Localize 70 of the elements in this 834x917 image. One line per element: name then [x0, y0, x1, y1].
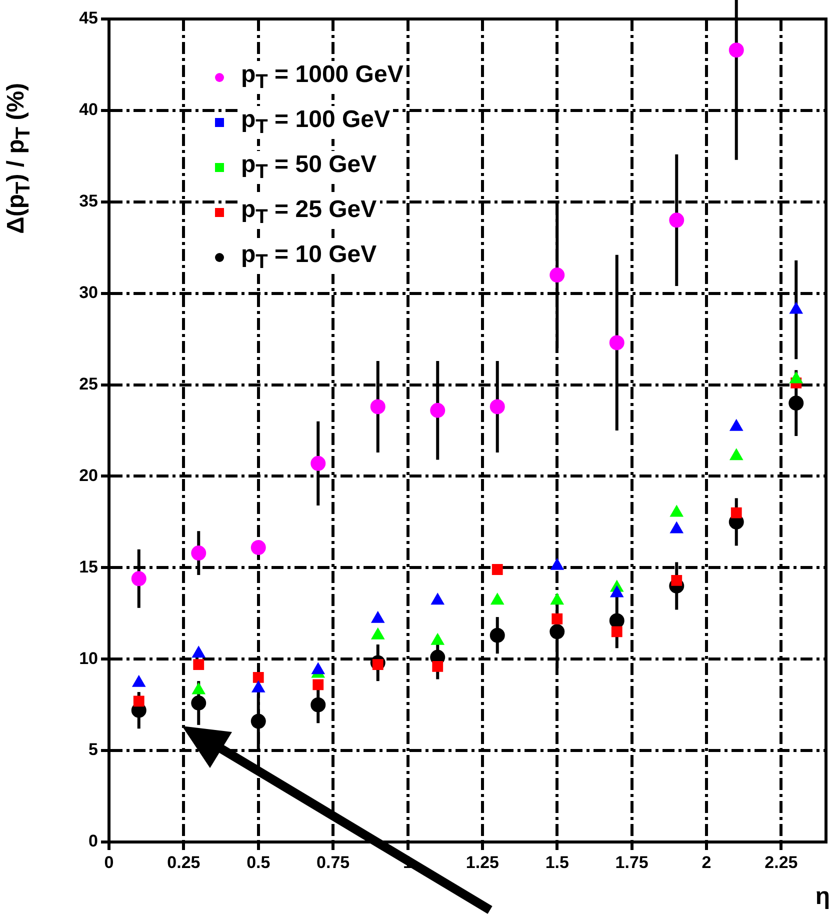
- point: [669, 212, 684, 228]
- point: [132, 675, 146, 687]
- legend-label: p$_{T}$ = 100 GeV: [238, 106, 393, 139]
- x-tick-label: 2.25: [764, 852, 798, 872]
- point: [670, 522, 684, 534]
- x-axis-title: η: [815, 883, 830, 911]
- y-tick-label: 5: [88, 740, 98, 760]
- point: [192, 682, 206, 694]
- y-tick-label: 45: [79, 8, 98, 28]
- point: [193, 659, 204, 670]
- point: [252, 680, 265, 692]
- point: [371, 611, 384, 623]
- point: [492, 564, 503, 575]
- point: [312, 662, 325, 674]
- y-tick-label: 0: [88, 832, 98, 851]
- y-tick-label: 40: [79, 100, 98, 120]
- x-tick-label: 1.75: [615, 852, 648, 872]
- point: [371, 628, 384, 640]
- point: [131, 571, 146, 586]
- point: [312, 679, 324, 690]
- x-tick-label: 1.5: [545, 852, 569, 872]
- x-tick-label: 0.5: [246, 852, 270, 872]
- point: [431, 593, 444, 605]
- y-tick-label: 10: [79, 648, 98, 668]
- point: [552, 613, 563, 624]
- point: [671, 575, 682, 586]
- point: [730, 448, 743, 460]
- point: [611, 626, 622, 638]
- point: [670, 505, 684, 517]
- point: [730, 419, 743, 431]
- point: [609, 335, 624, 350]
- x-tick-label: 2: [702, 852, 712, 872]
- y-tick-label: 30: [79, 283, 98, 302]
- point: [432, 660, 444, 672]
- y-tick-label: 15: [79, 557, 98, 576]
- point: [490, 628, 505, 643]
- point: [370, 399, 386, 414]
- point: [610, 586, 624, 598]
- point: [550, 593, 564, 605]
- legend-label: p$_{T}$ = 10 GeV: [238, 241, 380, 274]
- legend-label: p$_{T}$ = 1000 GeV: [238, 61, 406, 94]
- point: [191, 696, 206, 711]
- x-tick-label: 0.25: [167, 852, 200, 872]
- point: [252, 672, 264, 683]
- point: [431, 633, 444, 645]
- point: [550, 624, 565, 640]
- x-tick-label: 0: [104, 852, 114, 872]
- point: [310, 456, 326, 471]
- legend-label: p$_{T}$ = 25 GeV: [238, 196, 380, 229]
- point: [550, 558, 564, 570]
- point: [310, 697, 326, 712]
- y-tick-label: 35: [79, 192, 98, 211]
- point: [728, 42, 744, 58]
- point: [490, 399, 505, 414]
- point: [192, 646, 206, 658]
- legend-label: p$_{T}$ = 50 GeV: [238, 151, 380, 184]
- point: [430, 402, 446, 418]
- point: [730, 507, 742, 518]
- y-tick-label: 25: [79, 374, 98, 394]
- point: [490, 593, 504, 605]
- y-tick-label: 20: [79, 466, 98, 485]
- point: [191, 546, 206, 561]
- point: [133, 696, 144, 707]
- x-tick-label: 0.75: [316, 852, 350, 872]
- point: [250, 540, 266, 556]
- point: [609, 613, 624, 628]
- point: [788, 396, 804, 411]
- point: [250, 714, 266, 729]
- x-tick-label: 1.25: [466, 852, 499, 872]
- point: [550, 268, 565, 283]
